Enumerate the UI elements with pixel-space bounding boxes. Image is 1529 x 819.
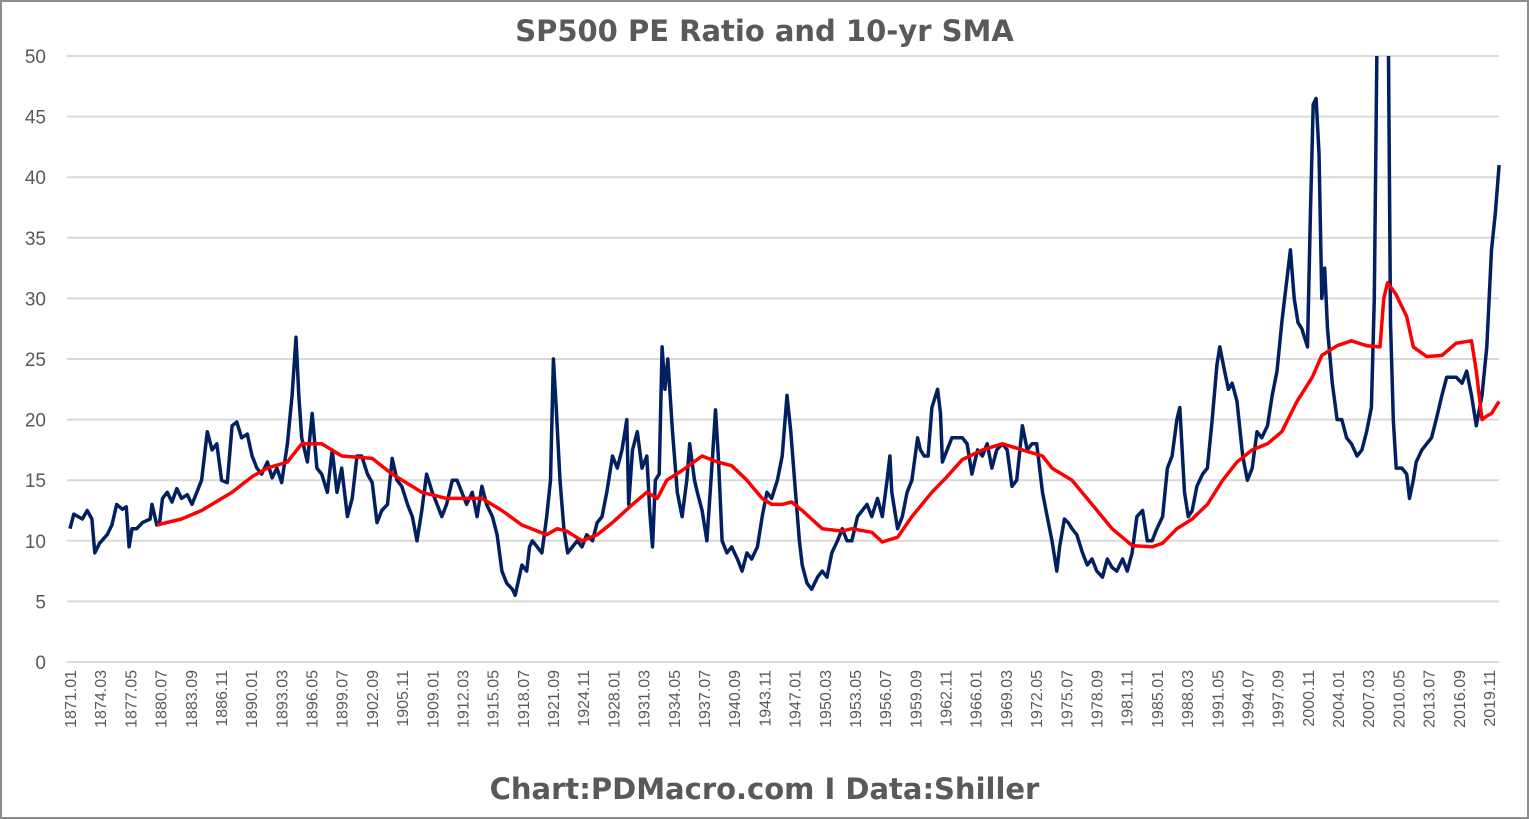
- x-tick-label: 1975.07: [1059, 670, 1076, 728]
- x-tick-label: 1972.05: [1029, 670, 1046, 728]
- x-tick-label: 1886.11: [214, 670, 231, 727]
- x-tick-label: 1937.07: [697, 670, 714, 728]
- y-tick-label: 15: [25, 471, 46, 492]
- x-tick-label: 1877.05: [123, 670, 140, 728]
- x-tick-label: 1896.05: [305, 670, 322, 728]
- pe-ratio-line: [68, 56, 1501, 598]
- chart-title: SP500 PE Ratio and 10-yr SMA: [515, 14, 1014, 48]
- x-tick-label: 2007.03: [1361, 670, 1378, 728]
- x-tick-label: 1950.03: [818, 670, 835, 728]
- chart-source-footer: Chart:PDMacro.com I Data:Shiller: [489, 772, 1040, 806]
- x-tick-label: 2013.07: [1422, 670, 1439, 728]
- y-tick-label: 5: [35, 592, 46, 613]
- x-tick-label: 1959.09: [908, 670, 925, 728]
- x-tick-label: 1994.07: [1240, 670, 1257, 728]
- y-tick-label: 30: [25, 289, 46, 310]
- x-tick-label: 1962.11: [939, 670, 956, 727]
- x-tick-label: 1905.11: [395, 670, 412, 727]
- x-tick-label: 1902.09: [365, 670, 382, 728]
- x-tick-label: 2000.11: [1301, 670, 1318, 727]
- x-tick-label: 1874.03: [93, 670, 110, 728]
- x-tick-label: 1915.05: [486, 670, 503, 728]
- x-tick-label: 1969.03: [999, 670, 1016, 728]
- x-tick-label: 1918.07: [516, 670, 533, 728]
- x-tick-label: 2016.09: [1452, 670, 1469, 728]
- y-tick-label: 40: [25, 168, 46, 189]
- y-tick-label: 25: [25, 350, 46, 371]
- x-tick-label: 1947.01: [788, 670, 805, 728]
- x-tick-label: 1924.11: [576, 670, 593, 727]
- x-tick-label: 1953.05: [848, 670, 865, 728]
- x-tick-label: 1893.03: [274, 670, 291, 728]
- x-tick-label: 1880.07: [154, 670, 171, 728]
- y-tick-label: 10: [25, 532, 46, 553]
- y-tick-label: 20: [25, 411, 46, 432]
- y-tick-label: 35: [25, 229, 46, 250]
- x-tick-label: 1943.11: [757, 670, 774, 727]
- x-tick-label: 1997.09: [1271, 670, 1288, 728]
- x-tick-label: 1981.11: [1120, 670, 1137, 727]
- x-tick-label: 1934.05: [667, 670, 684, 728]
- sma-10yr-line: [156, 280, 1501, 549]
- x-tick-label: 1940.09: [727, 670, 744, 728]
- x-tick-label: 2010.05: [1391, 670, 1408, 728]
- x-tick-label: 1883.09: [184, 670, 201, 728]
- x-tick-label: 1921.09: [546, 670, 563, 728]
- x-tick-label: 2004.01: [1331, 670, 1348, 728]
- x-tick-label: 1991.05: [1210, 670, 1227, 728]
- x-tick-label: 1890.01: [244, 670, 261, 728]
- x-tick-label: 1956.07: [878, 670, 895, 728]
- x-tick-label: 1871.01: [63, 670, 80, 728]
- y-tick-label: 50: [25, 47, 46, 68]
- x-tick-label: 1985.01: [1150, 670, 1167, 728]
- x-tick-label: 1928.01: [606, 670, 623, 728]
- x-tick-label: 1966.01: [969, 670, 986, 728]
- x-tick-label: 1899.07: [335, 670, 352, 728]
- x-tick-label: 1909.01: [425, 670, 442, 728]
- x-tick-label: 1988.03: [1180, 670, 1197, 728]
- x-tick-label: 1912.03: [455, 670, 472, 728]
- x-tick-label: 2019.11: [1482, 670, 1499, 727]
- y-tick-label: 0: [35, 653, 46, 674]
- x-tick-label: 1931.03: [637, 670, 654, 728]
- y-tick-label: 45: [25, 108, 46, 129]
- x-tick-label: 1978.09: [1089, 670, 1106, 728]
